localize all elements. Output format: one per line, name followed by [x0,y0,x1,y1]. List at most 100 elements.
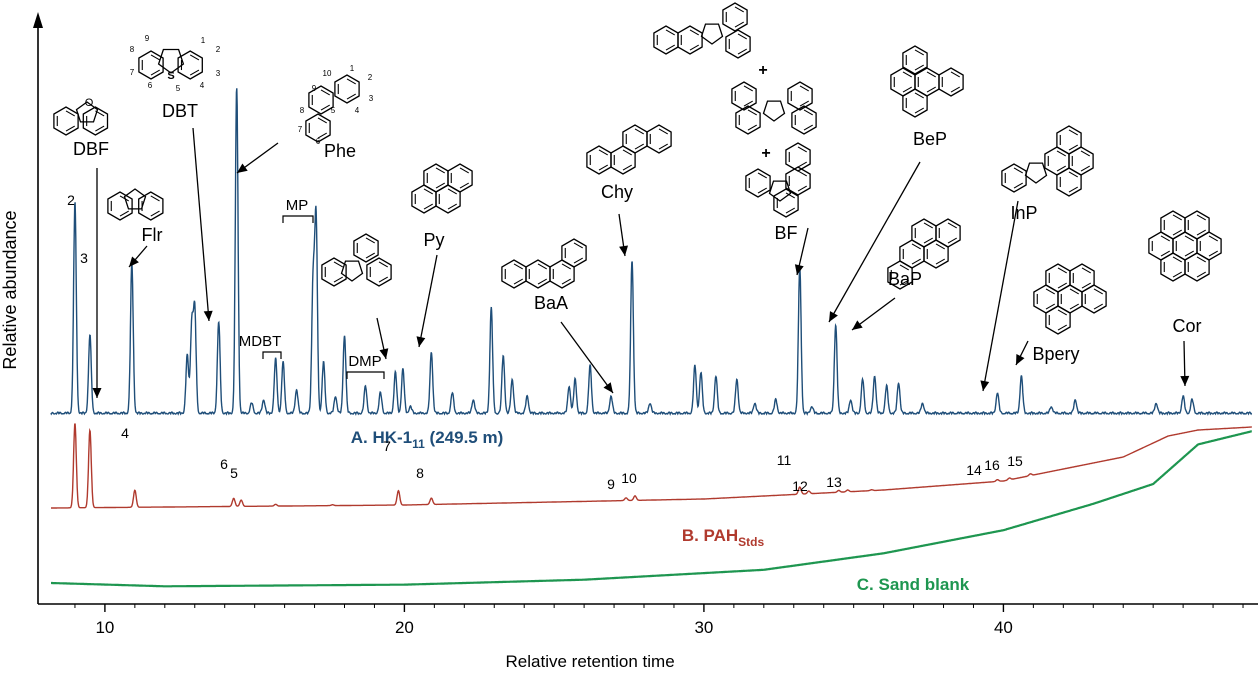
dbf-furan-ring [75,101,99,123]
bap-ring-bond [935,258,946,265]
bap-ring-bond [911,258,922,265]
bf1-ring-bond [665,44,676,51]
chy-ring-bond [658,143,669,150]
bep-ring-bond [914,49,925,56]
peak-labels: A. HK-111 (249.5 m) B. PAHStds C. Sand bla… [67,101,1201,594]
peak-number-3: 3 [80,250,88,266]
bf3-ring-bond [797,185,808,192]
bf1-ring-bond [689,44,700,51]
fl-ring-bond [365,252,376,259]
dbt-ring-bond [150,69,161,76]
cor-ring-bond [1184,250,1195,257]
arrowhead-bpery [1016,354,1025,365]
py-ring-bond [435,182,446,189]
bf1-five-ring [700,23,724,45]
dbt-ring-number: 8 [130,45,135,54]
arrowhead-dbt [203,310,213,321]
cor-ring-bond [1172,214,1183,221]
bf1-ring-bond [734,21,745,28]
phe-ring [308,85,334,115]
cor-ring-bond [1196,256,1207,263]
bpery-ring-bond [1093,303,1104,310]
bap-ring-bond [911,243,922,250]
bep-ring-bond [902,71,913,78]
fl-ring-bond [378,261,389,268]
py-ring-bond [459,182,470,189]
cor-ring-bond [1208,250,1219,257]
bep-ring [902,45,928,75]
bf3-ring-bond [785,192,796,199]
bf1-ring-bond [665,29,676,36]
bf2-ring-bond [743,85,754,92]
series-name-a: A. HK-111 (249.5 m) [351,428,504,451]
phe-ring-number: 4 [355,106,360,115]
fl-ring [353,233,379,263]
series-name-c: C. Sand blank [857,575,970,594]
bf2-ring-bond [803,124,814,131]
bpery-ring-bond [1045,288,1056,295]
bf1-ring-bond [737,48,748,55]
bf2-ring-bond [799,100,810,107]
bf1-ring-bond [734,6,745,13]
inp-ring-bond [1080,150,1091,157]
bf2-ring [787,81,813,111]
inp-ring-bond [1068,171,1079,178]
compound-label-bep: BeP [913,129,947,149]
trace-b [51,423,1252,509]
bpery-ring [1045,305,1071,335]
dbt-ring-number: 1 [201,36,206,45]
chy-ring-bond [598,149,609,156]
series-name-b: B. PAHStds [682,526,765,549]
phe-ring [334,74,360,104]
bep-ring-bond [914,107,925,114]
bf2-ring-bond [803,109,814,116]
arrowhead-bep [829,311,838,322]
mp-bracket [282,215,314,223]
baa-ring-bond [537,263,548,270]
dbf-ring-bond [65,125,76,132]
chy-ring [646,124,672,154]
chy-ring-bond [658,128,669,135]
peak-number-9: 9 [607,476,615,492]
py-ring [435,184,461,214]
py-ring-bond [447,203,458,210]
inp-ring [1056,167,1082,197]
compound-label-chy: Chy [601,182,633,202]
dbt-ring-number: 9 [145,34,150,43]
bap-ring [887,260,913,290]
bf3-ring [745,168,771,198]
dbt-ring-bond [189,69,200,76]
dbt-ring [177,50,203,80]
dbt-ring-number: 5 [176,84,181,93]
x-tick-label-30: 30 [694,618,713,637]
arrowhead-phe [237,163,248,173]
phe-ring-bond [320,104,331,111]
bf3-ring [773,188,799,218]
x-tick-label-20: 20 [395,618,414,637]
baa-ring-bond [561,263,572,270]
bpery-ring-bond [1081,282,1092,289]
bf3-five-ring [768,180,792,202]
phe-ring-bond [317,117,328,124]
chy-ring-bond [622,149,633,156]
phe-ring-number: 2 [368,73,373,82]
dbf-o-atom: O [85,97,94,109]
peak-number-2: 2 [67,192,75,208]
py-ring-bond [435,167,446,174]
x-tick-label-40: 40 [994,618,1013,637]
bpery-ring [1081,284,1107,314]
inp-ring-bond [1013,167,1024,174]
y-axis-label: Relative abundance [0,210,20,369]
arrowhead-fi [379,348,389,359]
bpery-ring-bond [1057,309,1068,316]
dbt-ring-number: 4 [200,81,205,90]
compound-label-bf: BF [774,223,797,243]
mp-label: MP [286,197,309,214]
baa-ring-bond [513,263,524,270]
phe-ring-number: 9 [312,84,317,93]
bep-ring-bond [926,86,937,93]
flr-ring [138,191,164,221]
baa-ring-bond [537,278,548,285]
bf2-ring [731,81,757,111]
